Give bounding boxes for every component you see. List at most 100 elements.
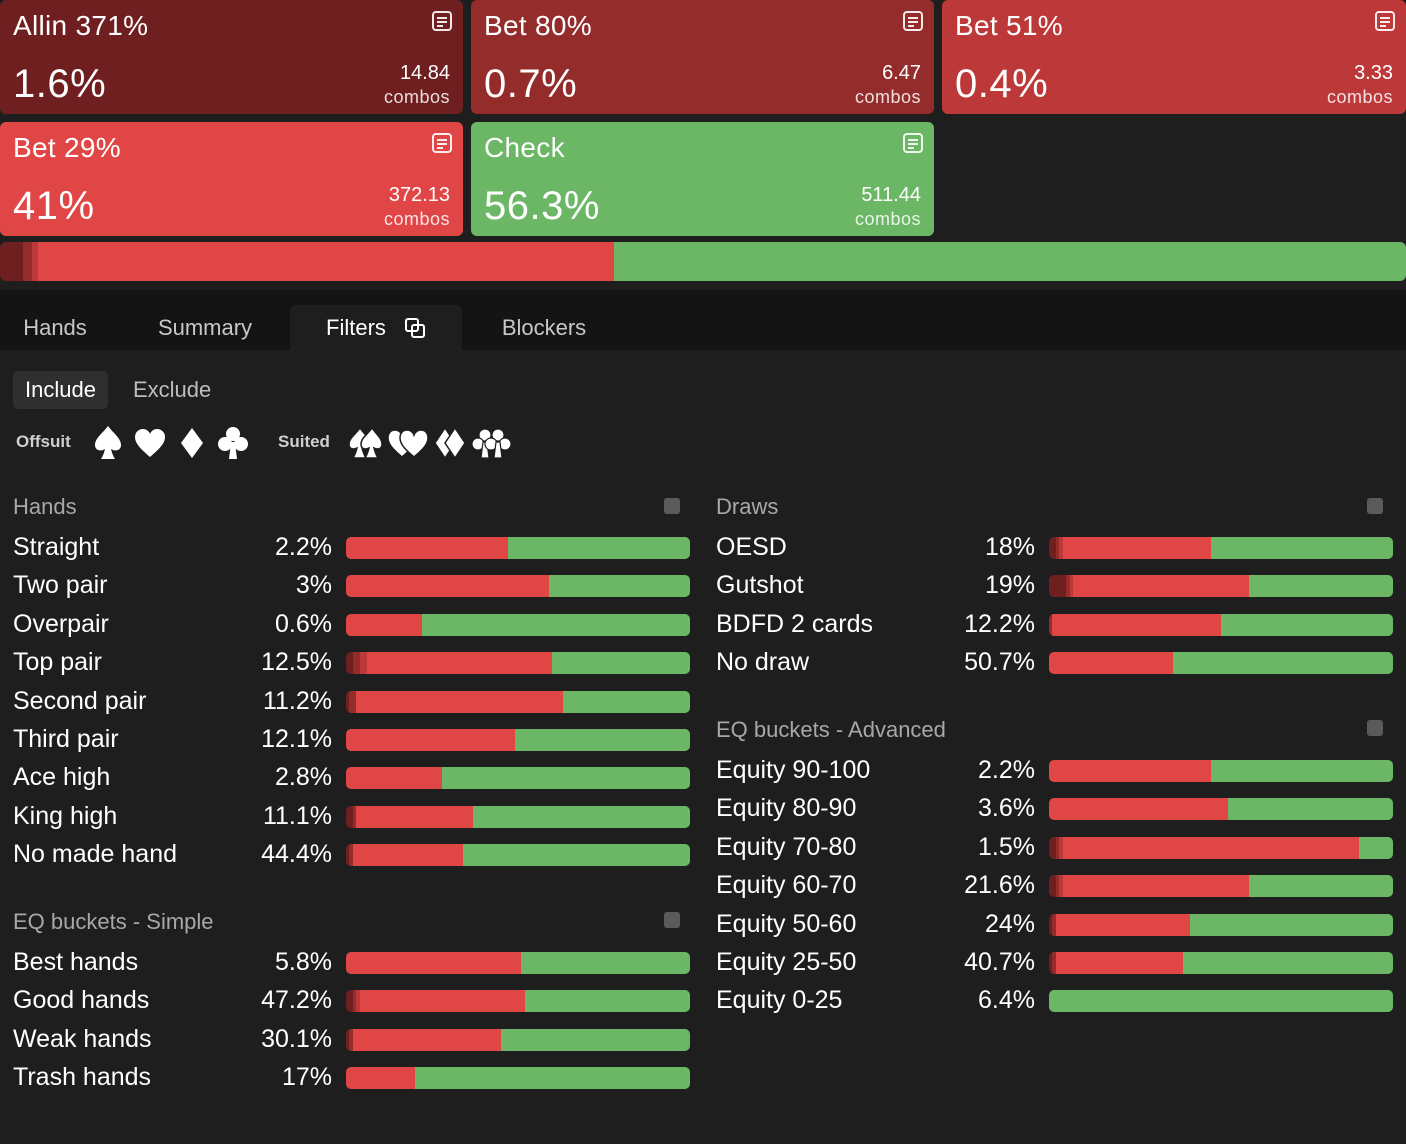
- filter-row-strategy-bar[interactable]: [1049, 952, 1393, 974]
- filter-row-label[interactable]: Weak hands: [13, 1024, 152, 1053]
- section-checkbox-eq-simple[interactable]: [664, 912, 680, 928]
- distribution-segment: [37, 242, 615, 281]
- copy-icon[interactable]: [404, 317, 426, 339]
- notes-icon[interactable]: [431, 132, 453, 154]
- tab-filters[interactable]: Filters: [290, 305, 462, 350]
- filter-row-strategy-bar[interactable]: [346, 990, 690, 1013]
- filter-row-strategy-bar[interactable]: [346, 767, 690, 790]
- filter-row-label[interactable]: Equity 60-70: [716, 871, 857, 900]
- filter-row-strategy-bar[interactable]: [1049, 798, 1393, 821]
- filter-row-strategy-bar[interactable]: [346, 537, 690, 559]
- filter-row-strategy-bar[interactable]: [1049, 875, 1393, 898]
- club-icon[interactable]: [216, 424, 250, 462]
- section-checkbox-draws[interactable]: [1367, 498, 1383, 514]
- filter-row-strategy-bar[interactable]: [346, 952, 690, 974]
- filter-row-strategy-bar[interactable]: [1049, 575, 1393, 598]
- double-spade-icon[interactable]: [346, 424, 388, 462]
- action-card[interactable]: Bet 80% 0.7% 6.47 combos: [471, 0, 934, 114]
- filter-row-label[interactable]: No made hand: [13, 840, 178, 869]
- tab-summary[interactable]: Summary: [130, 305, 280, 350]
- filter-row-percentage: 12.2%: [964, 609, 1035, 638]
- filter-row-label[interactable]: King high: [13, 801, 118, 830]
- filter-row-percentage: 18%: [984, 533, 1035, 561]
- diamond-icon[interactable]: [178, 424, 206, 462]
- action-card[interactable]: Bet 51% 0.4% 3.33 combos: [942, 0, 1406, 114]
- filter-row-strategy-bar[interactable]: [346, 844, 690, 867]
- filter-row-label[interactable]: Trash hands: [13, 1063, 152, 1092]
- strategy-segment: [1248, 875, 1393, 898]
- filter-row-strategy-bar[interactable]: [346, 652, 690, 675]
- filter-row-strategy-bar[interactable]: [346, 690, 690, 713]
- filter-row-strategy-bar[interactable]: [346, 613, 690, 636]
- filter-row-label[interactable]: Second pair: [13, 686, 147, 715]
- filter-row-strategy-bar[interactable]: [1049, 990, 1393, 1013]
- spade-icon[interactable]: [93, 424, 123, 462]
- filter-row-strategy-bar[interactable]: [346, 1067, 690, 1090]
- filter-row-strategy-bar[interactable]: [346, 805, 690, 828]
- filter-row-percentage: 50.7%: [964, 648, 1035, 677]
- filter-row-label[interactable]: Equity 25-50: [716, 948, 857, 976]
- section-checkbox-hands[interactable]: [664, 498, 680, 514]
- filter-row-strategy-bar[interactable]: [1049, 760, 1393, 782]
- filter-row-label[interactable]: Overpair: [13, 609, 109, 638]
- strategy-segment: [366, 652, 553, 675]
- include-toggle[interactable]: Include: [13, 371, 108, 409]
- filter-row-strategy-bar[interactable]: [346, 1028, 690, 1051]
- filter-row-label[interactable]: Equity 90-100: [716, 756, 871, 784]
- action-combos: 372.13: [388, 184, 450, 206]
- filter-row-label[interactable]: Ace high: [13, 763, 111, 792]
- filter-row-label[interactable]: Equity 70-80: [716, 832, 857, 861]
- filter-row-label[interactable]: Top pair: [13, 648, 102, 677]
- tab-hands[interactable]: Hands: [0, 305, 110, 350]
- strategy-segment: [1210, 537, 1393, 559]
- strategy-segment: [1049, 952, 1053, 974]
- notes-icon[interactable]: [431, 10, 453, 32]
- filter-row-label[interactable]: Third pair: [13, 725, 119, 753]
- filter-row-strategy-bar[interactable]: [1049, 913, 1393, 936]
- filter-row-label[interactable]: Equity 80-90: [716, 794, 857, 823]
- distribution-segment: [614, 242, 1406, 281]
- notes-icon[interactable]: [902, 132, 924, 154]
- notes-icon[interactable]: [902, 10, 924, 32]
- filter-row-label[interactable]: Best hands: [13, 948, 139, 976]
- strategy-segment: [346, 767, 443, 790]
- double-diamond-icon[interactable]: [433, 424, 469, 462]
- filter-row-strategy-bar[interactable]: [346, 575, 690, 598]
- filter-row-label[interactable]: BDFD 2 cards: [716, 609, 873, 638]
- filter-row-strategy-bar[interactable]: [346, 729, 690, 751]
- filter-row-strategy-bar[interactable]: [1049, 836, 1393, 859]
- filter-row-label[interactable]: Two pair: [13, 571, 108, 600]
- distribution-segment: [0, 242, 23, 281]
- strategy-segment: [1049, 575, 1067, 598]
- filter-row-label[interactable]: No draw: [716, 648, 810, 677]
- filter-row-label[interactable]: OESD: [716, 533, 787, 561]
- strategy-segment: [1062, 836, 1359, 859]
- filter-row-strategy-bar[interactable]: [1049, 652, 1393, 675]
- filter-row-strategy-bar[interactable]: [1049, 537, 1393, 559]
- strategy-segment: [346, 537, 508, 559]
- action-card[interactable]: Allin 371% 1.6% 14.84 combos: [0, 0, 463, 114]
- filter-row-percentage: 24%: [984, 909, 1035, 938]
- filter-row-label[interactable]: Equity 0-25: [716, 986, 843, 1015]
- double-club-icon[interactable]: [470, 424, 514, 462]
- tab-blockers[interactable]: Blockers: [478, 305, 610, 350]
- strategy-segment: [346, 952, 522, 974]
- strategy-segment: [1049, 652, 1173, 675]
- filter-row-percentage: 2.8%: [275, 763, 332, 792]
- strategy-segment: [352, 652, 360, 675]
- double-heart-icon[interactable]: [386, 424, 432, 462]
- filter-row-label[interactable]: Equity 50-60: [716, 909, 857, 938]
- strategy-segment: [356, 805, 474, 828]
- section-checkbox-eq-advanced[interactable]: [1367, 720, 1383, 736]
- notes-icon[interactable]: [1374, 10, 1396, 32]
- heart-icon[interactable]: [133, 424, 167, 462]
- filter-row-label[interactable]: Gutshot: [716, 571, 804, 600]
- filter-row-percentage: 17%: [281, 1063, 332, 1092]
- filter-row-label[interactable]: Straight: [13, 533, 100, 561]
- filter-row-strategy-bar[interactable]: [1049, 613, 1393, 636]
- action-card[interactable]: Bet 29% 41% 372.13 combos: [0, 122, 463, 236]
- action-card[interactable]: Check 56.3% 511.44 combos: [471, 122, 934, 236]
- filter-row-label[interactable]: Good hands: [13, 986, 150, 1015]
- combos-label: combos: [383, 209, 450, 229]
- exclude-toggle[interactable]: Exclude: [133, 377, 212, 402]
